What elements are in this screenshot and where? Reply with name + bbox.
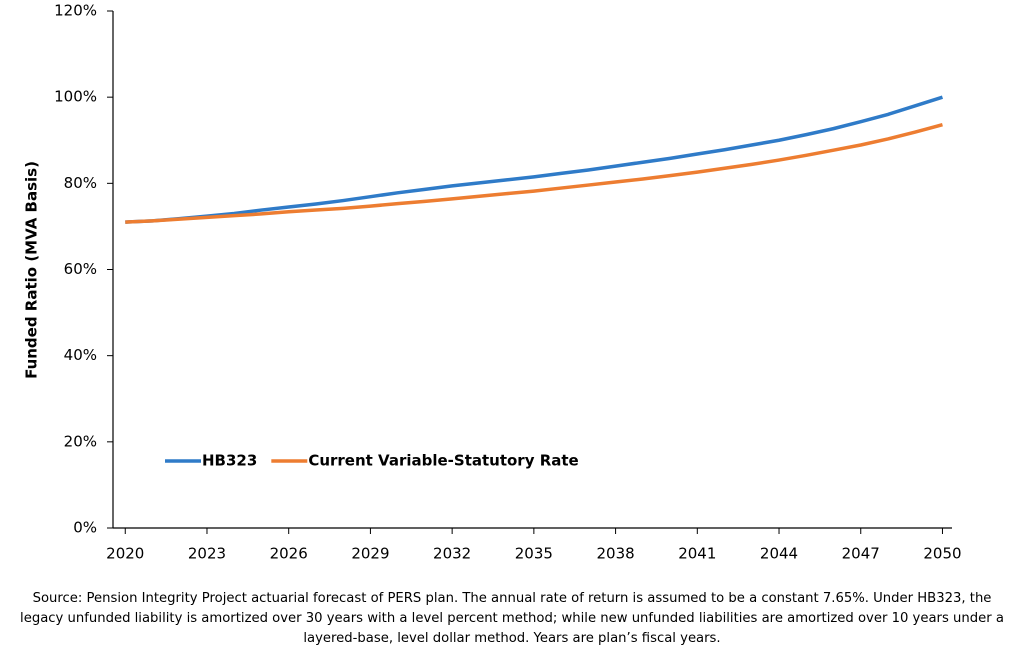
x-tick-label: 2044: [760, 545, 798, 563]
x-tick-label: 2020: [106, 545, 144, 563]
series-line: [125, 95, 943, 224]
legend-label: HB323: [202, 452, 257, 470]
y-tick-label: 100%: [54, 88, 97, 106]
y-tick-label: 60%: [64, 260, 97, 278]
y-tick-label: 40%: [64, 346, 97, 364]
x-tick-label: 2050: [923, 545, 961, 563]
y-tick-label: 120%: [54, 2, 97, 20]
x-tick-label: 2029: [351, 545, 389, 563]
x-tick-label: 2023: [188, 545, 226, 563]
chart: Funded Ratio (MVA Basis) 0% 20% 40% 60% 80% 1…: [23, 2, 962, 563]
series-line: [125, 123, 943, 224]
y-tick-label: 0%: [73, 519, 97, 537]
y-tick-label: 20%: [64, 432, 97, 450]
x-tick-label: 2026: [270, 545, 308, 563]
y-tick-label: 80%: [64, 174, 97, 192]
x-tick-label: 2032: [433, 545, 471, 563]
y-axis-label: Funded Ratio (MVA Basis): [23, 161, 41, 379]
legend-label: Current Variable-Statutory Rate: [308, 452, 578, 470]
x-tick-label: 2041: [678, 545, 716, 563]
source-note: Source: Pension Integrity Project actuar…: [20, 591, 1004, 646]
x-tick-label: 2035: [515, 545, 553, 563]
x-tick-label: 2047: [842, 545, 880, 563]
x-tick-label: 2038: [596, 545, 634, 563]
